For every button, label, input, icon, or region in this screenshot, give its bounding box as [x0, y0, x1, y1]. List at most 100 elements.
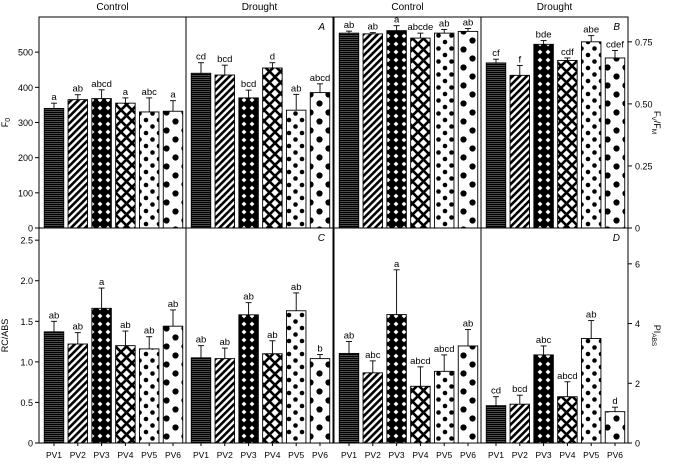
significance-label-A: d [270, 52, 275, 63]
x-tick-label-D: PV1 [341, 450, 357, 460]
significance-label-B: ab [368, 22, 379, 33]
significance-label-A: ab [73, 84, 84, 95]
bar-D-drought-PV2 [509, 403, 530, 444]
x-tick-label-D: PV3 [389, 450, 405, 460]
significance-label-C: ab [291, 282, 302, 293]
significance-label-B: cdf [561, 47, 574, 58]
bar-C-control-PV5 [138, 348, 160, 444]
section-title-drought: Drought [537, 2, 573, 13]
y-tick-label-A: 500 [18, 48, 33, 58]
significance-label-D: d [612, 396, 617, 407]
significance-label-B: cdef [606, 40, 624, 51]
bar-B-drought-PV6 [604, 57, 626, 229]
panel-letter-A: A [317, 22, 325, 33]
bar-B-drought-PV2 [509, 74, 530, 229]
x-tick-label-D: PV6 [460, 450, 476, 460]
significance-label-C: ab [144, 326, 155, 337]
significance-label-C: b [317, 344, 322, 355]
x-tick-label-D: PV2 [365, 450, 381, 460]
bar-A-control-PV4 [115, 102, 136, 229]
y-tick-label-D: 2 [635, 379, 640, 389]
x-tick-label-C: PV5 [141, 450, 157, 460]
bar-A-drought-PV6 [309, 92, 331, 229]
x-tick-label-C: PV4 [117, 450, 133, 460]
significance-label-D: abc [536, 335, 552, 346]
y-tick-label-D: 0 [635, 439, 640, 449]
bar-B-control-PV2 [362, 33, 383, 229]
x-tick-label-C: PV2 [70, 450, 86, 460]
significance-label-B: f [518, 54, 521, 65]
x-tick-label-D: PV4 [559, 450, 575, 460]
significance-label-D: ab [586, 310, 597, 321]
y-tick-label-D: 4 [635, 319, 640, 329]
bar-C-drought-PV4 [262, 353, 283, 444]
y-tick-label-C: 2.5 [20, 236, 33, 246]
bar-A-control-PV2 [67, 99, 89, 229]
bar-D-drought-PV3 [533, 354, 554, 444]
x-tick-label-C: PV1 [193, 450, 209, 460]
y-tick-label-A: 200 [18, 153, 33, 163]
x-tick-label-C: PV1 [46, 450, 62, 460]
significance-label-B: bde [536, 30, 552, 41]
x-tick-label-C: PV3 [241, 450, 257, 460]
y-tick-label-B: 0 [635, 224, 640, 234]
bar-D-control-PV4 [410, 385, 431, 444]
bar-B-control-PV1 [338, 32, 360, 229]
significance-label-A: abcd [91, 79, 112, 90]
bar-C-drought-PV6 [309, 358, 331, 444]
bar-C-drought-PV2 [214, 358, 236, 444]
bar-B-drought-PV4 [557, 59, 578, 229]
y-axis-label-C: RC/ABS [0, 319, 10, 353]
significance-label-D: a [394, 259, 400, 270]
bar-D-control-PV1 [338, 352, 360, 444]
y-tick-label-C: 1.5 [20, 317, 33, 327]
y-tick-label-C: 0.5 [20, 398, 33, 408]
x-tick-label-D: PV6 [607, 450, 623, 460]
bar-C-control-PV1 [43, 331, 65, 444]
significance-label-B: abcde [407, 22, 433, 33]
significance-label-D: abcd [410, 356, 431, 367]
x-tick-label-C: PV5 [288, 450, 304, 460]
bar-A-drought-PV2 [214, 74, 236, 229]
bar-C-control-PV2 [67, 343, 89, 444]
bar-A-drought-PV5 [286, 109, 307, 229]
significance-label-D: abc [365, 350, 381, 361]
bar-D-drought-PV5 [581, 338, 602, 444]
significance-label-D: cd [491, 386, 501, 397]
bar-C-control-PV3 [91, 307, 112, 444]
x-tick-label-D: PV4 [412, 450, 428, 460]
significance-label-A: bcd [217, 54, 232, 65]
bar-B-drought-PV5 [581, 41, 602, 229]
significance-label-A: ab [291, 83, 302, 94]
bar-D-drought-PV1 [485, 405, 507, 444]
significance-label-A: a [170, 90, 176, 101]
significance-label-C: ab [196, 335, 207, 346]
section-title-control: Control [96, 2, 128, 13]
bar-D-control-PV2 [362, 372, 383, 444]
significance-label-C: ab [49, 310, 60, 321]
significance-label-D: ab [344, 330, 355, 341]
significance-label-B: a [394, 15, 400, 26]
x-tick-label-C: PV2 [217, 450, 233, 460]
y-tick-label-A: 400 [18, 83, 33, 93]
x-tick-label-C: PV6 [165, 450, 181, 460]
bar-B-control-PV6 [457, 30, 479, 229]
y-tick-label-A: 100 [18, 188, 33, 198]
bar-D-drought-PV4 [557, 396, 578, 444]
significance-label-B: ab [439, 18, 450, 29]
panel-letter-B: B [613, 22, 620, 33]
y-tick-label-A: 300 [18, 118, 33, 128]
bar-A-control-PV5 [138, 111, 160, 229]
bar-B-control-PV3 [386, 30, 407, 229]
bar-D-drought-PV6 [604, 411, 626, 444]
bar-A-drought-PV3 [238, 97, 259, 229]
section-title-drought: Drought [242, 2, 278, 13]
significance-label-C: ab [168, 299, 179, 310]
y-tick-label-B: 0.75 [635, 37, 653, 47]
bar-D-control-PV3 [386, 314, 407, 444]
bar-D-control-PV6 [457, 345, 479, 444]
panel-letter-C: C [318, 233, 326, 244]
significance-label-B: ab [344, 20, 355, 31]
x-tick-label-D: PV1 [488, 450, 504, 460]
significance-label-C: ab [243, 292, 254, 303]
